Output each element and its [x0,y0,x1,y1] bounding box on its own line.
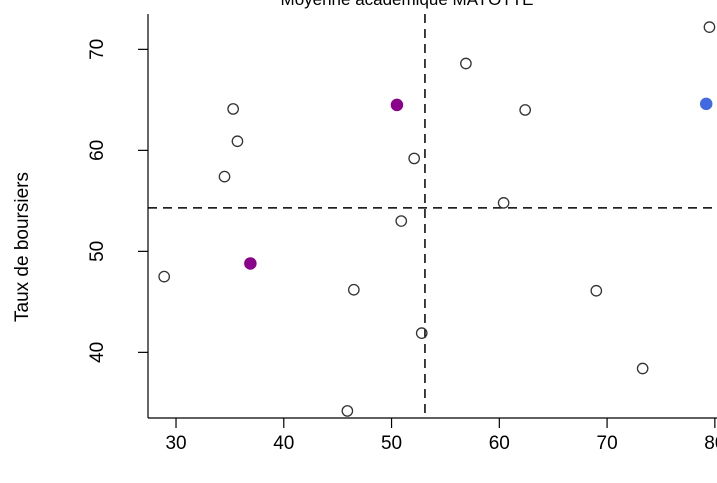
data-point [590,284,603,297]
data-point [231,135,244,148]
data-point [460,57,472,70]
data-point-highlighted [390,98,404,112]
data-point-highlighted [244,257,257,270]
data-point [158,270,171,283]
data-point [395,215,408,227]
axes: 30 40 50 60 70 80 40 50 60 70 [87,14,717,454]
data-point [703,21,716,33]
y-tick-label: 60 [87,140,108,161]
x-tick-label: 60 [489,433,510,454]
data-point [519,104,532,116]
data-point-highlighted [699,97,713,111]
data-point [218,170,231,183]
data-point [415,327,428,340]
data-point [636,362,649,375]
data-point [408,152,421,165]
y-tick-label: 50 [87,241,108,262]
y-tick-label: 70 [87,39,108,60]
x-tick-label: 50 [381,433,402,454]
x-tick-label: 40 [273,433,294,454]
y-tick-label: 40 [87,342,108,363]
x-tick-label: 80 [704,433,717,454]
x-tick-label: 30 [165,433,186,454]
data-point [227,103,239,115]
data-points [158,21,716,417]
data-point [341,405,354,417]
chart-title: Moyenne académique MAYOTTE [281,0,534,9]
y-axis-label: Taux de boursiers [12,172,33,322]
reference-lines [148,14,717,418]
data-point [497,197,510,209]
x-tick-label: 70 [597,433,618,454]
data-point [347,283,360,296]
